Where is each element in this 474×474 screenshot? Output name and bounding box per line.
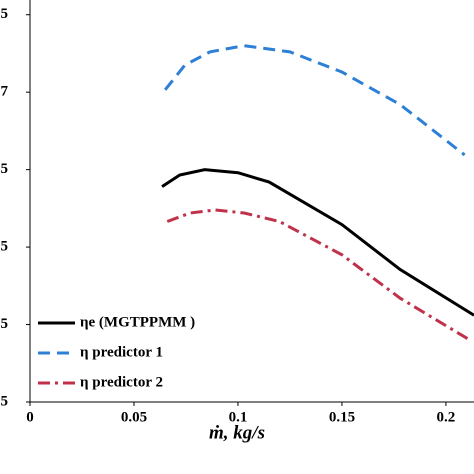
series-line <box>166 208 471 342</box>
x-tick-label: 0.2 <box>437 409 456 425</box>
y-tick-label: 5 <box>1 6 9 22</box>
x-tick-label: 0.15 <box>329 409 355 425</box>
x-tick-label: 0 <box>26 409 34 425</box>
series-line <box>161 168 474 317</box>
y-tick-label: 7 <box>1 84 9 100</box>
y-tick-label: 5 <box>1 393 9 409</box>
y-tick-label: 5 <box>1 161 9 177</box>
legend-label: ηe (MGTPPMM ) <box>80 314 195 330</box>
y-tick-label: 5 <box>1 239 9 255</box>
x-tick-label: 0.05 <box>121 409 147 425</box>
legend-label: η predictor 1 <box>80 344 163 360</box>
legend-label: η predictor 2 <box>80 374 163 390</box>
x-axis-label: ṁ, kg/s <box>209 422 265 443</box>
x-tick-label: 0.1 <box>229 409 248 425</box>
y-tick-label: 5 <box>1 316 9 332</box>
series-line <box>164 44 466 157</box>
